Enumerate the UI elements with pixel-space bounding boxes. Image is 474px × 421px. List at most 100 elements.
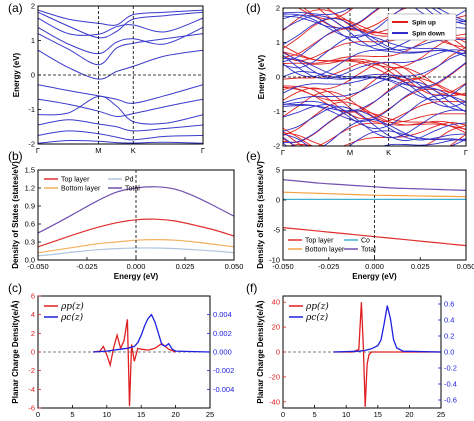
legend-label-e-3: Total: [361, 247, 376, 254]
panel-label-d: (d): [246, 1, 261, 15]
legend-label-f-0: ρp(z): [305, 301, 329, 312]
y-tick-label-c-6: 6: [31, 292, 35, 301]
band-line-a-10: [38, 130, 203, 141]
x-axis-label-b: Energy (eV): [114, 272, 159, 281]
y-tick-label-c-1: -4: [28, 385, 35, 394]
y2-tick-label-f-2: -0.2: [444, 364, 457, 373]
band-line-d-1-1: [283, 136, 466, 146]
band-line-a-0: [38, 9, 203, 26]
band-line-d-1-19: [283, 17, 466, 51]
band-line-d-0-0: [287, 143, 316, 146]
x-tick-label-e-2: 0.000: [365, 262, 384, 271]
band-line-d-1-7: [283, 94, 466, 129]
y-tick-label-d-4: 2: [276, 4, 280, 13]
y-tick-label-f-4: 40: [272, 298, 280, 307]
band-line-a-3: [38, 26, 203, 55]
y-tick-label-b-5: 1.5: [25, 166, 35, 175]
y-axis-label-c: Planar Charge Density(e/Å): [11, 300, 20, 403]
y2-tick-label-c-4: 0.004: [213, 310, 232, 319]
band-lines-a: [38, 9, 203, 144]
y-axis-label-b: Density of States (states/eV): [11, 161, 20, 269]
y2-tick-label-f-1: -0.4: [444, 380, 457, 389]
panel-label-b: (b): [8, 149, 23, 163]
y-tick-label-a-0: -2: [28, 140, 35, 149]
x-tick-label-b-4: 0.050: [225, 262, 244, 271]
band-line-a-5: [38, 49, 203, 80]
x-tick-label-b-0: -0.050: [27, 262, 48, 271]
pcd-line-c-1: [92, 313, 211, 353]
y-tick-label-e-0: -10: [269, 256, 280, 265]
band-line-d-1-9: [283, 81, 466, 113]
band-line-d-0-3: [283, 121, 466, 146]
x-tick-label-d-0: Γ: [281, 148, 285, 157]
legend-label-e-0: Top layer: [305, 238, 334, 245]
legend-label-e-2: Bottom layer: [305, 247, 345, 254]
y-axis-label-d: Energy (eV): [257, 54, 266, 99]
x-tick-label-f-2: 10: [342, 410, 350, 419]
y-tick-label-d-0: -2: [273, 142, 280, 151]
y2-tick-label-c-0: -0.004: [213, 385, 234, 394]
pcd-line-f-0: [333, 302, 441, 407]
y-tick-label-f-0: -40: [269, 397, 280, 406]
band-line-d-1-22: [283, 8, 466, 38]
y-tick-label-f-1: -20: [269, 372, 280, 381]
band-line-a-6: [38, 84, 203, 104]
x-tick-label-f-0: 0: [281, 410, 285, 419]
y2-tick-label-f-4: 0.2: [444, 332, 454, 341]
band-line-d-0-1: [283, 132, 466, 146]
y2-tick-label-f-6: 0.6: [444, 300, 454, 309]
band-line-d-0-16: [283, 37, 466, 68]
x-tick-label-e-0: -0.050: [272, 262, 293, 271]
x-tick-label-d-2: K: [386, 148, 391, 157]
y2-tick-label-f-3: 0.0: [444, 348, 454, 357]
band-line-d-0-23: [317, 8, 409, 31]
x-tick-label-b-3: 0.025: [176, 262, 195, 271]
band-line-d-0-14: [283, 58, 466, 89]
band-line-d-0-8: [283, 87, 466, 123]
legend-label-e-1: Co: [361, 238, 370, 245]
y-tick-label-a-1: -1: [28, 105, 35, 114]
band-line-d-0-13: [283, 60, 466, 96]
x-tick-label-c-0: 0: [36, 410, 40, 419]
x-tick-label-b-1: -0.025: [76, 262, 97, 271]
y-tick-label-c-4: 2: [31, 329, 35, 338]
x-tick-label-b-2: 0.000: [127, 262, 146, 271]
x-tick-label-e-4: 0.050: [457, 262, 474, 271]
band-line-a-11: [38, 139, 203, 144]
legend-label-f-1: ρc(z): [305, 312, 329, 323]
x-tick-label-a-0: Γ: [36, 146, 40, 155]
band-line-d-1-18: [283, 27, 466, 63]
band-line-d-1-12: [283, 70, 466, 101]
band-line-d-0-4: [283, 120, 466, 146]
x-tick-label-d-3: Γ: [464, 148, 468, 157]
y-tick-label-a-3: 1: [31, 36, 35, 45]
y-tick-label-a-2: 0: [31, 71, 35, 80]
x-axis-label-e: Energy (eV): [352, 272, 397, 281]
band-line-a-1: [38, 11, 203, 39]
legend-label-b-2: Bottom layer: [61, 186, 101, 193]
y2-tick-label-f-5: 0.4: [444, 316, 454, 325]
band-line-d-0-11: [283, 67, 466, 102]
band-line-d-1-2: [283, 130, 466, 146]
x-tick-label-c-3: 15: [137, 410, 145, 419]
y-tick-label-b-1: 0.3: [25, 238, 35, 247]
y-axis-label-f: Planar Charge Density(e/Å): [256, 300, 265, 403]
x-tick-label-f-4: 20: [405, 410, 413, 419]
pcd-line-c-0: [92, 319, 176, 407]
x-tick-label-c-5: 25: [206, 410, 214, 419]
y-tick-label-d-2: 0: [276, 73, 280, 82]
x-tick-label-a-1: M: [95, 146, 101, 155]
band-line-d-0-9: [283, 86, 466, 120]
panel-label-e: (e): [246, 149, 261, 163]
band-line-a-2: [38, 17, 203, 36]
panel-label-f: (f): [246, 281, 257, 295]
band-line-d-0-24: [302, 8, 381, 29]
y-tick-label-c-5: 4: [31, 310, 35, 319]
band-line-a-4: [38, 33, 203, 66]
panel-label-c: (c): [8, 281, 22, 295]
x-tick-label-d-1: M: [347, 148, 353, 157]
x-tick-label-c-4: 20: [171, 410, 179, 419]
y-tick-label-c-0: -6: [28, 404, 35, 413]
y-tick-label-e-2: 0: [276, 196, 280, 205]
x-tick-label-a-2: K: [131, 146, 136, 155]
